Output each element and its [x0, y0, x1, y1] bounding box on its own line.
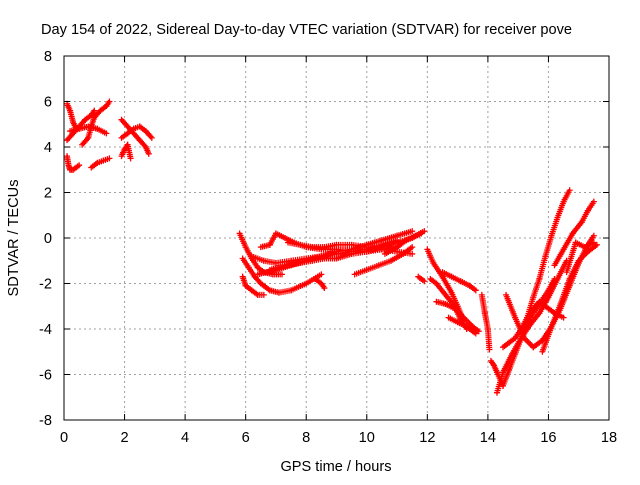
x-tick-label: 6	[242, 430, 250, 446]
x-tick-label: 4	[181, 430, 189, 446]
y-tick-label: -4	[39, 322, 52, 338]
data-point	[421, 278, 428, 285]
x-tick-label: 14	[480, 430, 496, 446]
data-point	[486, 346, 493, 353]
x-tick-label: 2	[120, 430, 128, 446]
data-point	[475, 328, 482, 335]
x-tick-label: 16	[540, 430, 556, 446]
y-tick-label: 6	[44, 95, 52, 111]
data-point	[421, 228, 428, 235]
x-tick-label: 18	[601, 430, 617, 446]
axis-ticks: 0 2 4 6 8 10 12 14 16 18 8 6 4 2 0 -2 -4 -6 -8	[39, 49, 617, 446]
data-point	[472, 287, 479, 294]
x-tick-label: 8	[302, 430, 310, 446]
data-point	[106, 155, 113, 162]
data-point	[560, 314, 567, 321]
chart-title: Day 154 of 2022, Sidereal Day-to-day VTE…	[41, 22, 572, 38]
data-point	[409, 250, 416, 257]
y-tick-label: -6	[39, 368, 52, 384]
y-tick-label: 4	[44, 140, 52, 156]
data-point	[127, 155, 134, 162]
y-tick-label: 2	[44, 186, 52, 202]
data-point	[279, 271, 285, 278]
data-point	[106, 98, 113, 105]
data-point	[148, 134, 155, 141]
data-point	[409, 228, 416, 235]
x-tick-label: 10	[359, 430, 375, 446]
data-points	[64, 98, 600, 396]
data-point	[260, 291, 267, 298]
x-tick-label: 0	[60, 430, 68, 446]
data-point	[472, 330, 479, 337]
x-tick-label: 12	[419, 430, 435, 446]
x-axis-label: GPS time / hours	[280, 459, 391, 475]
grid-lines	[64, 56, 609, 420]
y-axis-label: SDTVAR / TECUs	[6, 179, 22, 296]
data-point	[145, 150, 152, 157]
y-tick-label: -8	[39, 413, 52, 429]
y-tick-label: 8	[44, 49, 52, 65]
data-point	[76, 162, 83, 169]
y-tick-label: 0	[44, 231, 52, 247]
data-point	[593, 241, 600, 248]
data-point	[590, 239, 597, 246]
data-point	[409, 244, 416, 251]
data-point	[321, 285, 328, 292]
data-point	[103, 130, 110, 137]
data-point	[566, 187, 573, 194]
data-point	[590, 232, 597, 239]
y-tick-label: -2	[39, 277, 52, 293]
data-point	[318, 271, 325, 278]
data-point	[590, 198, 597, 205]
data-point	[551, 275, 558, 282]
data-point	[91, 107, 98, 114]
